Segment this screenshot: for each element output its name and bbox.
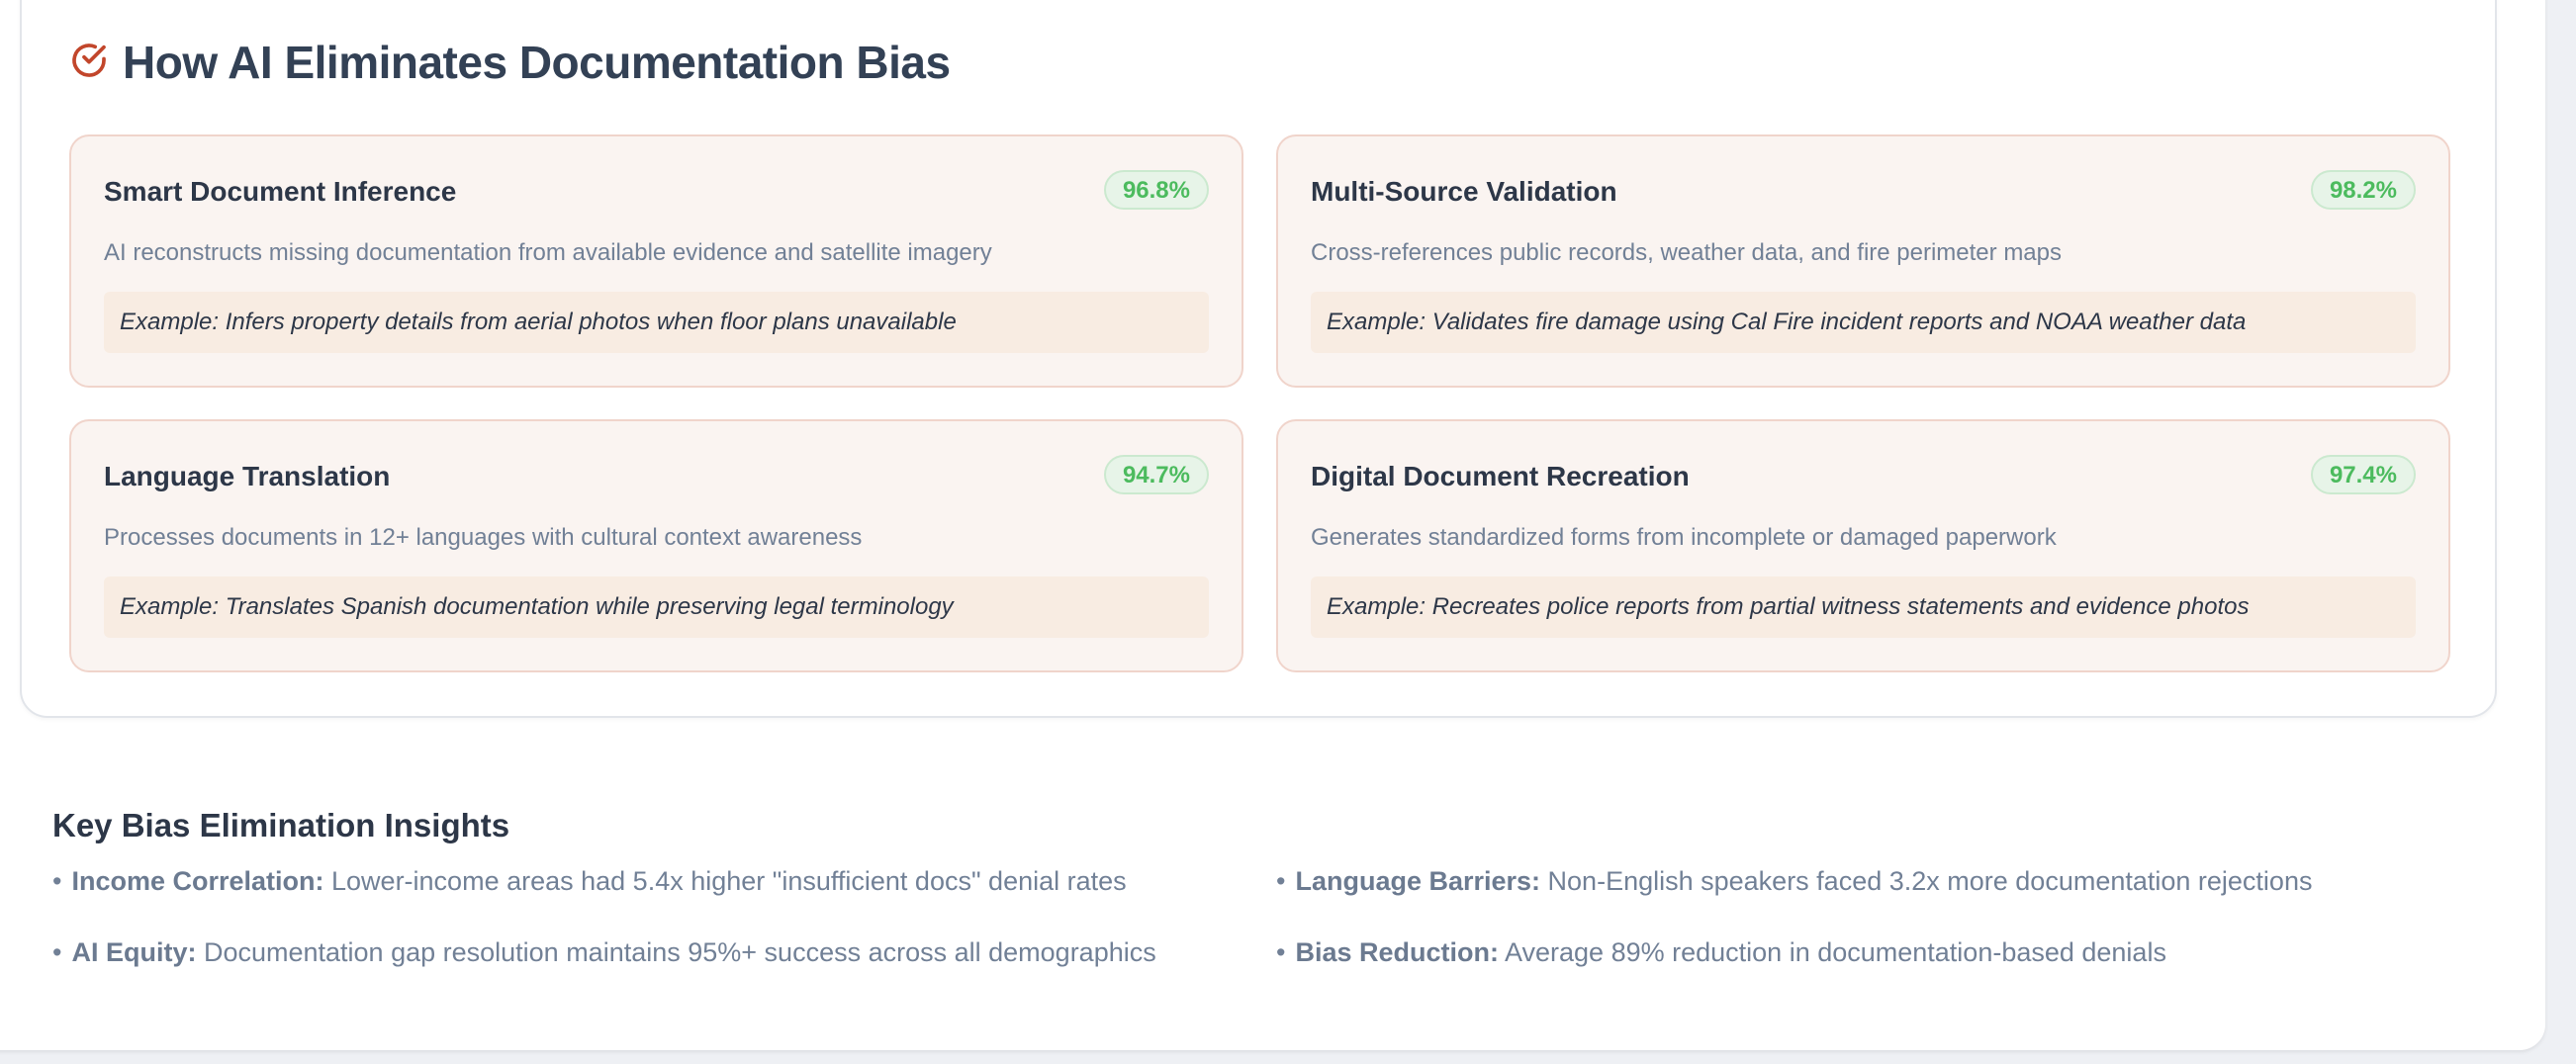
check-circle-icon <box>69 41 109 85</box>
insight-label: Income Correlation: <box>71 866 324 896</box>
bullet-icon: • <box>52 937 62 967</box>
section-header: How AI Eliminates Documentation Bias <box>69 36 951 89</box>
feature-card: Language Translation 94.7% Processes doc… <box>69 419 1243 672</box>
feature-card: Smart Document Inference 96.8% AI recons… <box>69 134 1243 388</box>
insight-label: Language Barriers: <box>1295 866 1541 896</box>
card-title: Smart Document Inference <box>104 176 457 207</box>
insights-title: Key Bias Elimination Insights <box>52 807 510 843</box>
card-title: Digital Document Recreation <box>1311 461 1690 491</box>
feature-card: Multi-Source Validation 98.2% Cross-refe… <box>1276 134 2450 388</box>
insight-text: Lower-income areas had 5.4x higher "insu… <box>331 866 1127 896</box>
insight-label: Bias Reduction: <box>1295 937 1499 967</box>
accuracy-badge: 97.4% <box>2310 455 2416 494</box>
accuracy-badge: 96.8% <box>1103 170 1209 210</box>
card-title: Multi-Source Validation <box>1311 176 1617 207</box>
card-example: Example: Recreates police reports from p… <box>1311 576 2416 638</box>
insight-text: Documentation gap resolution maintains 9… <box>203 937 1156 967</box>
accuracy-badge: 94.7% <box>1103 455 1209 494</box>
insight-item: • Income Correlation: Lower-income areas … <box>52 866 1127 897</box>
insight-item: • AI Equity: Documentation gap resolution… <box>52 937 1156 968</box>
card-example: Example: Translates Spanish documentatio… <box>104 576 1209 638</box>
insight-text: Non-English speakers faced 3.2x more doc… <box>1547 866 2313 896</box>
insight-text: Average 89% reduction in documentation-b… <box>1505 937 2166 967</box>
bullet-icon: • <box>1276 866 1286 896</box>
accuracy-badge: 98.2% <box>2310 170 2416 210</box>
section-title: How AI Eliminates Documentation Bias <box>123 37 951 88</box>
bullet-icon: • <box>52 866 62 896</box>
insight-label: AI Equity: <box>71 937 197 967</box>
feature-card: Digital Document Recreation 97.4% Genera… <box>1276 419 2450 672</box>
bullet-icon: • <box>1276 937 1286 967</box>
card-example: Example: Validates fire damage using Cal… <box>1311 292 2416 353</box>
card-description: Processes documents in 12+ languages wit… <box>104 524 863 551</box>
card-example: Example: Infers property details from ae… <box>104 292 1209 353</box>
insight-item: • Bias Reduction: Average 89% reduction i… <box>1276 937 2166 968</box>
insight-item: • Language Barriers: Non-English speakers… <box>1276 866 2312 897</box>
card-description: AI reconstructs missing documentation fr… <box>104 239 992 266</box>
card-description: Cross-references public records, weather… <box>1311 239 2062 266</box>
card-title: Language Translation <box>104 461 391 491</box>
card-description: Generates standardized forms from incomp… <box>1311 524 2057 551</box>
